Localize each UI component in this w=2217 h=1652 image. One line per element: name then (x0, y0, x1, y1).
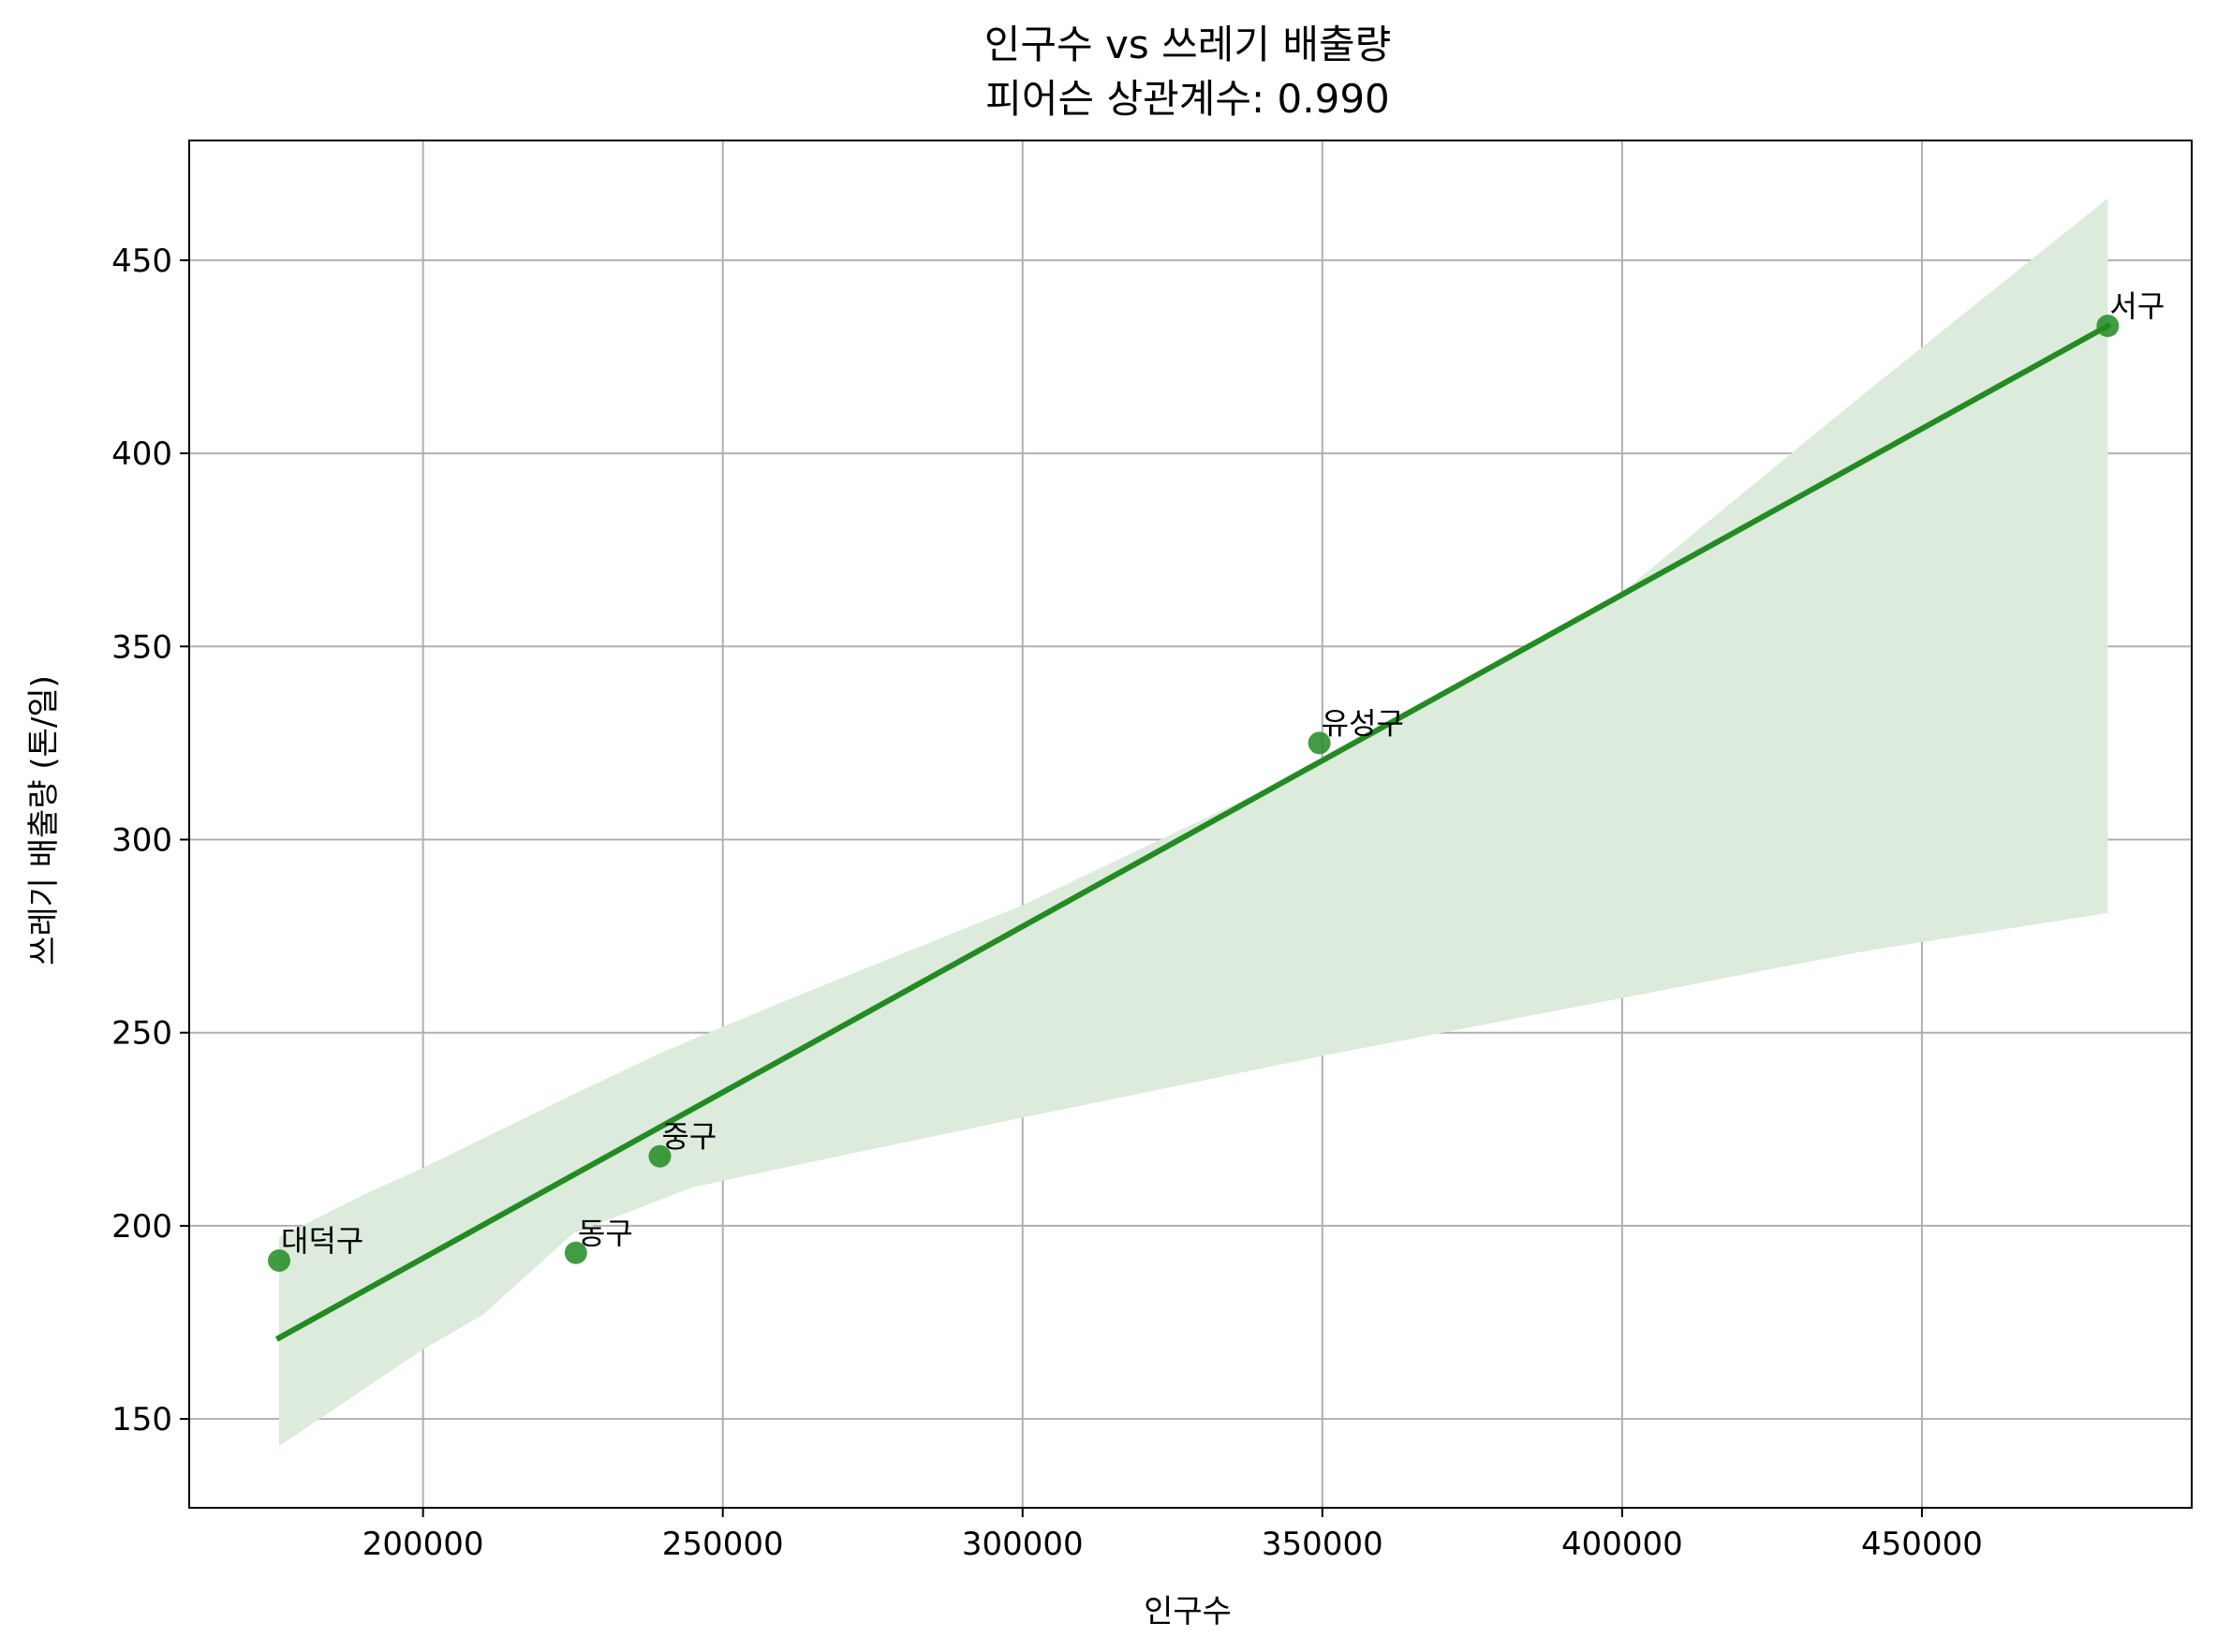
data-point (1308, 731, 1331, 755)
plot-frame (188, 140, 2193, 1509)
x-tick-label: 300000 (962, 1526, 1084, 1563)
x-tick-label: 450000 (1861, 1526, 1983, 1563)
x-axis-label: 인구수 (1144, 1593, 1232, 1630)
y-tick-label: 150 (111, 1401, 172, 1438)
data-point-label: 중구 (661, 1119, 717, 1155)
data-point-label: 대덕구 (281, 1223, 363, 1259)
data-point-label: 유성구 (1322, 705, 1404, 741)
x-tick-label: 250000 (662, 1526, 784, 1563)
x-tick-label: 400000 (1561, 1526, 1683, 1563)
data-point-label: 동구 (578, 1216, 633, 1251)
y-tick-label: 450 (111, 243, 172, 280)
y-tick-label: 400 (111, 435, 172, 473)
confidence-band-layer (279, 198, 2108, 1446)
data-point-label: 서구 (2109, 288, 2165, 324)
y-tick-label: 350 (111, 628, 172, 666)
y-axis-label: 쓰레기 배출량 (톤/일) (25, 675, 63, 966)
data-point (2096, 314, 2120, 337)
x-ticks: 200000 250000 300000 350000 400000 450000 (362, 1508, 1983, 1563)
x-tick-label: 350000 (1262, 1526, 1383, 1563)
regression-line (274, 321, 2112, 1342)
confidence-band (279, 198, 2108, 1446)
points-layer (268, 314, 2120, 1273)
y-tick-label: 250 (111, 1015, 172, 1053)
y-tick-label: 300 (111, 821, 172, 859)
chart-subtitle: 피어슨 상관계수: 0.990 (985, 76, 1390, 122)
chart-title: 인구수 vs 쓰레기 배출량 (984, 22, 1392, 67)
regression-line-layer (274, 321, 2112, 1342)
x-tick-label: 200000 (362, 1526, 484, 1563)
data-point (268, 1249, 291, 1273)
data-point (648, 1144, 672, 1168)
data-point (564, 1241, 587, 1264)
point-labels-layer: 대덕구 동구 중구 유성구 서구 (281, 288, 2165, 1259)
y-ticks: 150 200 250 300 350 400 450 (111, 243, 189, 1438)
y-tick-label: 200 (111, 1208, 172, 1246)
